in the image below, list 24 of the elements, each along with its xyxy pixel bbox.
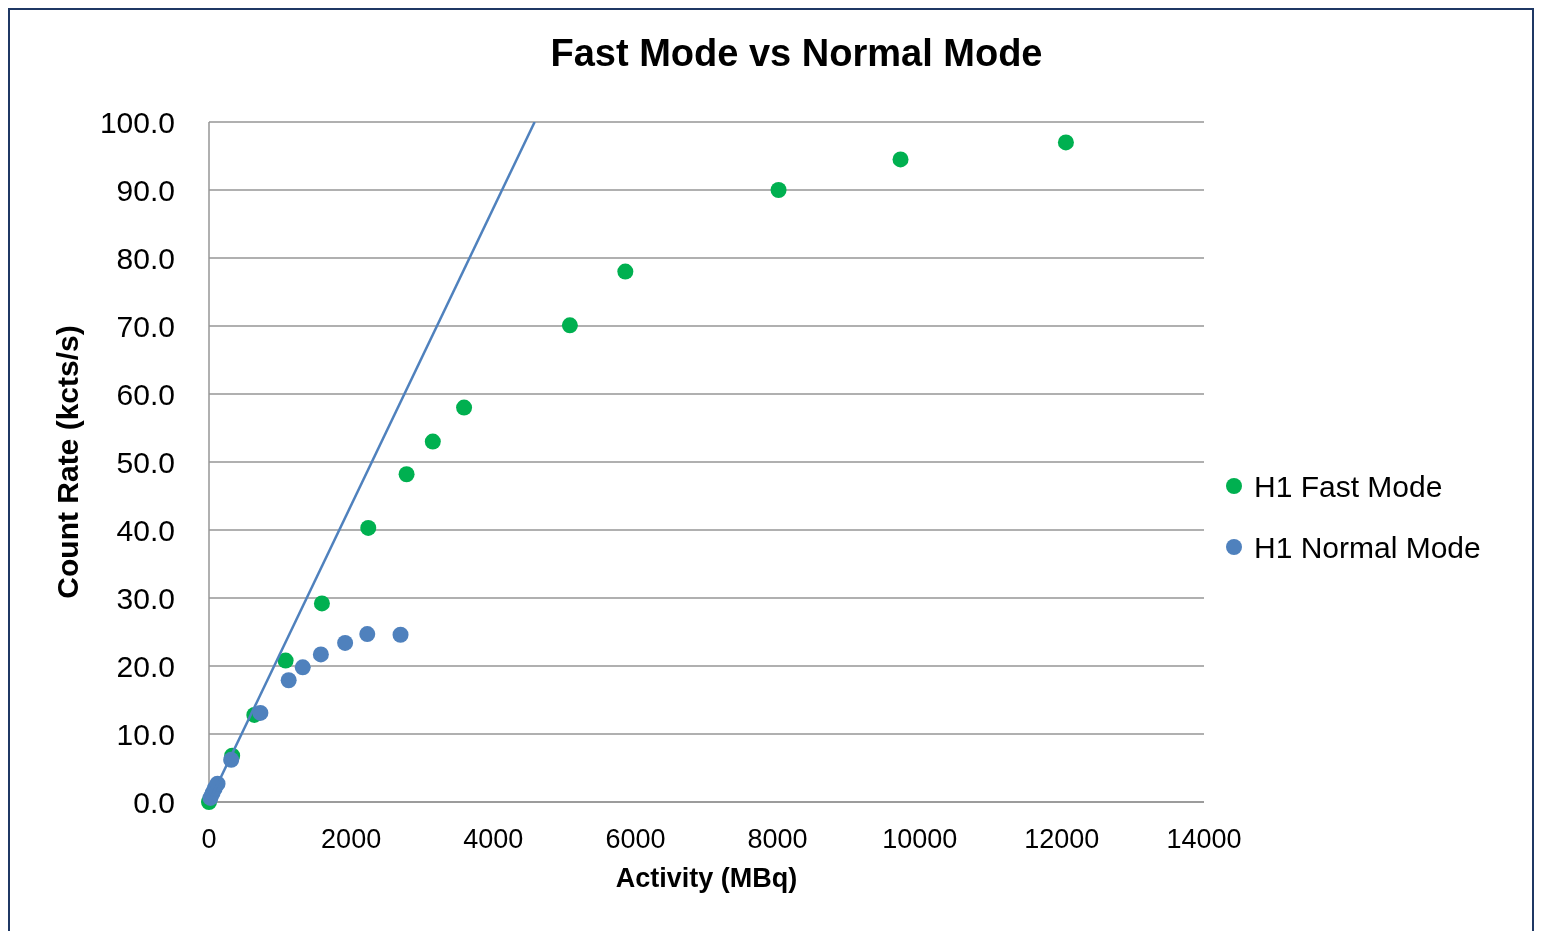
- y-tick-label: 30.0: [116, 581, 175, 615]
- x-tick-label: 0: [201, 824, 217, 854]
- x-tick-label: 12000: [1024, 824, 1100, 854]
- y-tick-label: 70.0: [116, 309, 175, 343]
- y-tick-label: 0.0: [133, 785, 175, 819]
- y-tick-label: 100.0: [99, 105, 175, 139]
- y-tick-label: 80.0: [116, 241, 175, 275]
- x-tick-label: 14000: [1166, 824, 1242, 854]
- x-tick-label: 8000: [747, 824, 808, 854]
- legend-label: H1 Normal Mode: [1254, 530, 1481, 564]
- x-tick-label: 10000: [882, 824, 958, 854]
- x-tick-label: 4000: [463, 824, 524, 854]
- x-axis-title: Activity (MBq): [615, 863, 798, 893]
- chart-title: Fast Mode vs Normal Mode: [550, 32, 1043, 74]
- y-tick-label: 50.0: [116, 445, 175, 479]
- legend-label: H1 Fast Mode: [1254, 469, 1443, 503]
- y-tick-label: 90.0: [116, 173, 175, 207]
- x-tick-label: 6000: [605, 824, 666, 854]
- x-tick-label: 2000: [321, 824, 382, 854]
- y-tick-label: 10.0: [116, 717, 175, 751]
- y-tick-label: 60.0: [116, 377, 175, 411]
- y-tick-label: 20.0: [116, 649, 175, 683]
- y-axis-title: Count Rate (kcts/s): [51, 325, 84, 599]
- y-tick-label: 40.0: [116, 513, 175, 547]
